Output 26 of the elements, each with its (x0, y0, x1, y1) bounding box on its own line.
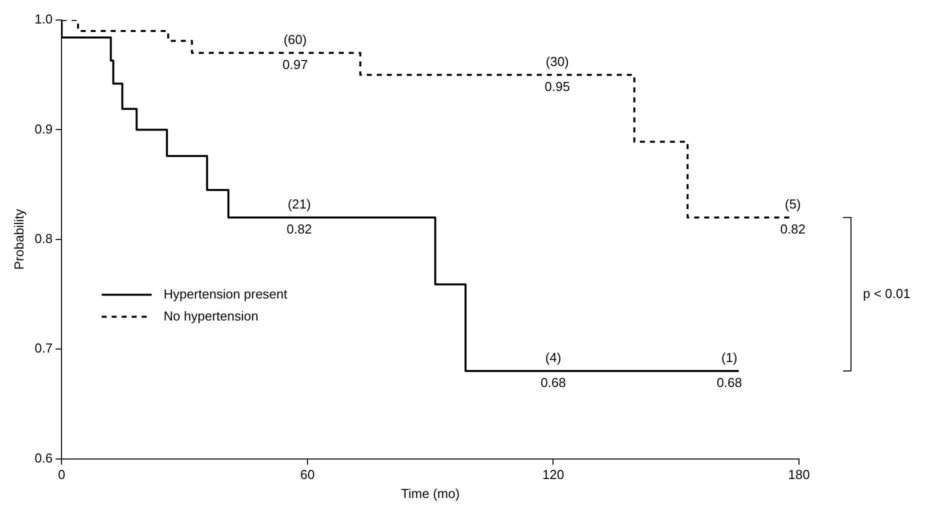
annotation: 0.97 (282, 56, 308, 72)
x-tick-label: 120 (542, 467, 564, 482)
annotation: (4) (545, 350, 562, 366)
x-tick-label: 60 (300, 467, 315, 482)
annotation: 0.95 (544, 78, 570, 94)
annotation: (60) (284, 32, 307, 47)
annotation: (21) (288, 196, 311, 212)
annotation: 0.68 (716, 375, 742, 390)
x-tick-label: 0 (58, 467, 66, 482)
y-tick-label: 0.8 (34, 230, 53, 246)
y-tick-label: 0.6 (34, 450, 53, 466)
y-tick-label: 0.7 (34, 340, 53, 356)
annotation: 0.82 (780, 222, 806, 237)
y-axis-title: Probability (11, 208, 26, 270)
y-tick-label: 0.9 (34, 121, 53, 136)
x-axis-title: Time (mo) (400, 486, 460, 501)
y-tick-label: 1.0 (34, 12, 53, 27)
legend-label: Hypertension present (164, 286, 288, 302)
annotation: 0.68 (540, 375, 566, 390)
text: p < 0.01 (863, 286, 910, 301)
annotation: (1) (721, 350, 738, 366)
annotation: 0.82 (286, 222, 312, 237)
annotation: (30) (546, 54, 569, 69)
x-tick-label: 180 (788, 467, 810, 482)
annotation: (5) (784, 196, 801, 212)
legend-label: No hypertension (164, 308, 258, 324)
